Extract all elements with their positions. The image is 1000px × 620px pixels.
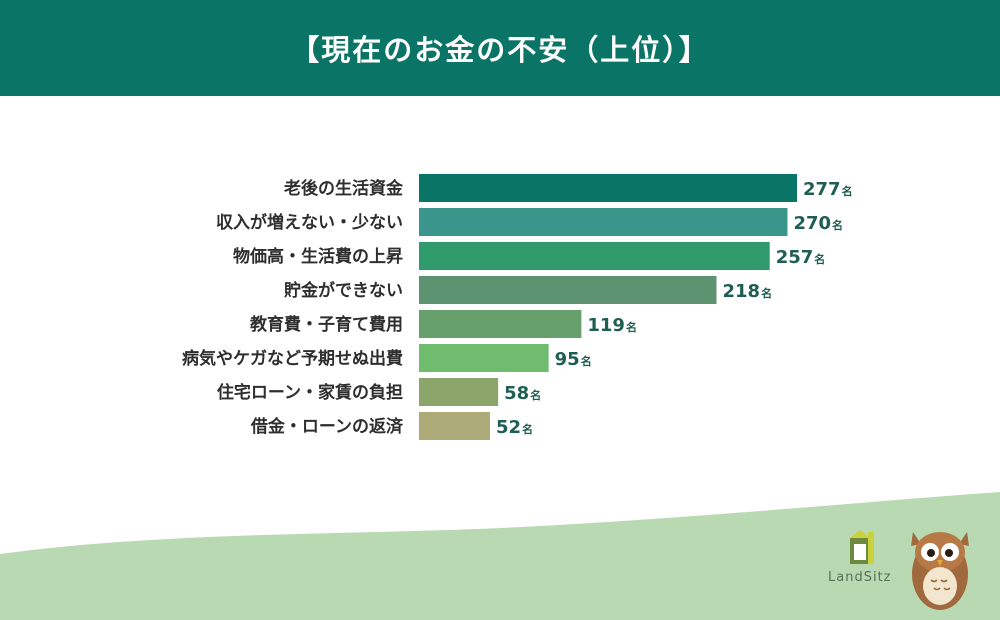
category-label: 収入が増えない・少ない [216, 212, 403, 233]
owl-mascot-icon [911, 532, 969, 610]
category-label: 老後の生活資金 [283, 178, 404, 199]
bar [419, 378, 499, 406]
value-label: 277名 [803, 179, 853, 200]
bar [419, 310, 582, 338]
category-label: 住宅ローン・家賃の負担 [217, 382, 403, 403]
header-banner: 【現在のお金の不安（上位）】 [0, 0, 1000, 96]
landsitz-logo-icon [850, 530, 874, 564]
category-label: 貯金ができない [284, 280, 403, 301]
category-label: 病気やケガなど予期せぬ出費 [182, 348, 403, 369]
value-unit: 名 [626, 320, 637, 334]
footer-wave [0, 492, 1000, 620]
value-number: 218 [722, 281, 760, 302]
bar [419, 208, 788, 236]
value-label: 218名 [722, 281, 772, 302]
logo-text: LandSitz [828, 570, 892, 585]
value-label: 52名 [496, 417, 533, 438]
value-unit: 名 [581, 354, 592, 368]
value-number: 270 [793, 213, 831, 234]
category-label: 教育費・子育て費用 [249, 314, 403, 335]
value-label: 95名 [555, 349, 592, 370]
bar [419, 242, 770, 270]
value-label: 270名 [793, 213, 843, 234]
value-label: 58名 [504, 383, 541, 404]
value-unit: 名 [530, 388, 541, 402]
value-number: 52 [496, 417, 521, 438]
value-label: 119名 [587, 315, 637, 336]
category-label: 借金・ローンの返済 [250, 416, 404, 437]
value-unit: 名 [842, 184, 853, 198]
value-number: 58 [504, 383, 529, 404]
value-number: 277 [803, 179, 841, 200]
value-unit: 名 [832, 218, 843, 232]
green-wave-shape [0, 492, 1000, 620]
value-unit: 名 [522, 422, 533, 436]
bar [419, 344, 549, 372]
category-label: 物価高・生活費の上昇 [233, 246, 403, 267]
value-number: 119 [587, 315, 625, 336]
value-label: 257名 [776, 247, 826, 268]
value-number: 257 [776, 247, 814, 268]
bar [419, 174, 797, 202]
value-unit: 名 [761, 286, 772, 300]
page-title: 【現在のお金の不安（上位）】 [290, 33, 710, 67]
bar [419, 276, 717, 304]
value-unit: 名 [814, 252, 825, 266]
bar [419, 412, 490, 440]
value-number: 95 [555, 349, 580, 370]
